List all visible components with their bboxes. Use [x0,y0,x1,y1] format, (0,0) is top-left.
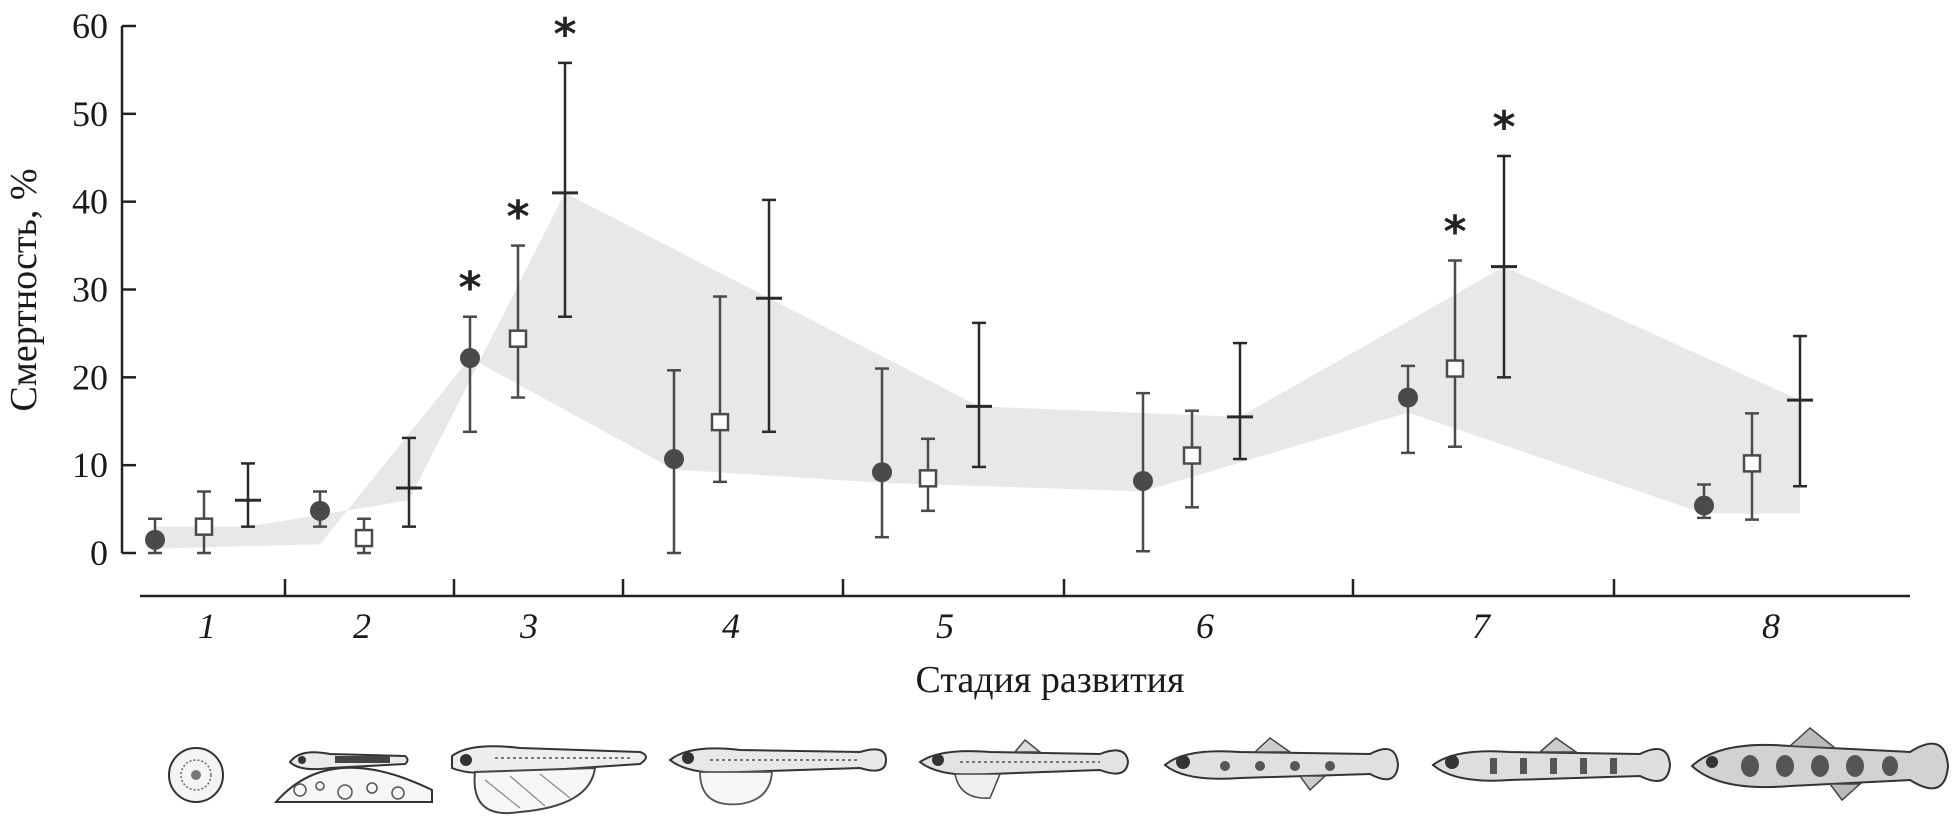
x-category-label: 2 [353,606,371,646]
data-point-square [1445,359,1465,378]
x-category-label: 4 [722,606,740,646]
y-tick-label: 60 [72,6,108,46]
data-point-square [1182,446,1202,465]
y-tick-label: 30 [72,270,108,310]
data-markers [145,191,1813,550]
larva-with-yolk-sac-illustration [451,745,647,815]
y-tick-label: 10 [72,445,108,485]
x-axis-title: Стадия развития [915,659,1184,701]
fry-illustration [1163,737,1400,792]
larva-illustration [668,747,888,806]
data-point-square [354,528,374,548]
x-category-label: 5 [936,606,954,646]
x-category-label: 3 [519,606,538,646]
y-axis: 0 10 20 30 40 50 60 [72,6,136,573]
x-category-label: 6 [1196,606,1214,646]
significance-star: * [553,9,576,60]
significance-star: * [506,192,529,243]
band-area [155,192,1800,549]
x-category-label: 1 [198,606,216,646]
data-point-square [508,329,528,348]
y-axis-title: Смертность, % [3,168,45,411]
data-point-square [710,412,730,432]
data-point-circle [145,529,165,550]
confidence-band [155,192,1800,549]
juvenile-illustration [1690,727,1950,802]
data-point-circle [460,348,480,369]
data-point-square [194,517,214,536]
y-tick-label: 40 [72,182,108,222]
x-category-label: 8 [1762,606,1780,646]
data-point-square [1742,454,1762,473]
data-point-circle [664,449,684,470]
significance-stars: * * * * * [458,9,1515,314]
y-tick-label: 0 [90,533,108,573]
parr-illustration [1431,737,1672,783]
stage-illustrations [168,727,1950,815]
significance-star: * [1443,207,1466,258]
x-category-label: 7 [1472,606,1492,646]
y-tick-label: 20 [72,357,108,397]
data-point-circle [1694,495,1714,516]
y-tick-label: 50 [72,94,108,134]
data-point-circle [872,462,892,483]
data-point-circle [310,500,330,521]
significance-star: * [1492,102,1515,153]
embryo-on-yolk-illustration [273,751,433,803]
significance-star: * [458,263,481,314]
egg-illustration [168,747,224,803]
data-point-square [918,469,938,488]
larva-finfold-illustration [918,738,1130,799]
data-point-circle [1133,470,1153,491]
data-point-circle [1398,387,1418,408]
x-axis: 1 2 3 4 5 6 7 8 [140,579,1910,646]
